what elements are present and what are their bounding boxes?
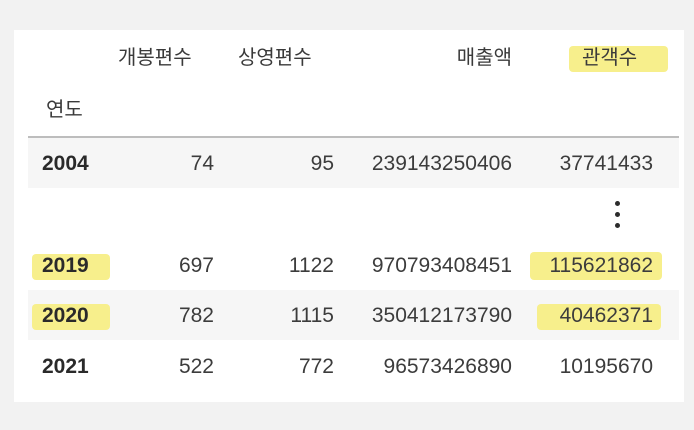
cell-audience: 115621862 [549,254,653,277]
cell-sales: 970793408451 [371,254,512,277]
dataframe-table: 개봉편수 상영편수 매출액 관객수 연도 2004 74 95 23914325… [14,30,684,402]
cell-sales: 239143250406 [371,152,512,175]
cell-sales: 96573426890 [383,355,512,378]
column-header-opened: 개봉편수 [118,47,192,69]
cell-audience: 10195670 [559,355,653,378]
cell-opened: 74 [190,152,214,175]
year-2019-highlight [32,254,110,280]
cell-screened: 772 [298,355,334,378]
audience-header-highlight [569,46,668,72]
audience-2019-highlight [530,252,662,280]
cell-screened: 1115 [290,304,334,327]
index-label: 연도 [46,99,83,121]
column-header-sales: 매출액 [456,47,512,69]
cell-opened: 782 [178,304,214,327]
cell-audience: 40462371 [559,304,653,327]
row-year-2020: 2020 [42,304,89,327]
header-divider [28,136,679,138]
cell-opened: 522 [178,355,214,378]
row-band-2004 [28,138,679,188]
cell-sales: 350412173790 [371,304,512,327]
audience-2020-highlight [537,304,661,330]
more-rows-ellipsis [615,201,621,231]
column-header-screened: 상영편수 [238,47,312,69]
cell-audience: 37741433 [559,152,653,175]
row-year-2019: 2019 [42,254,89,277]
cell-screened: 95 [310,152,334,175]
row-year-2021: 2021 [42,355,89,378]
cell-opened: 697 [178,254,214,277]
year-2020-highlight [32,304,110,330]
row-year-2004: 2004 [42,152,89,175]
cell-screened: 1122 [288,254,334,277]
column-header-audience: 관객수 [582,47,638,69]
